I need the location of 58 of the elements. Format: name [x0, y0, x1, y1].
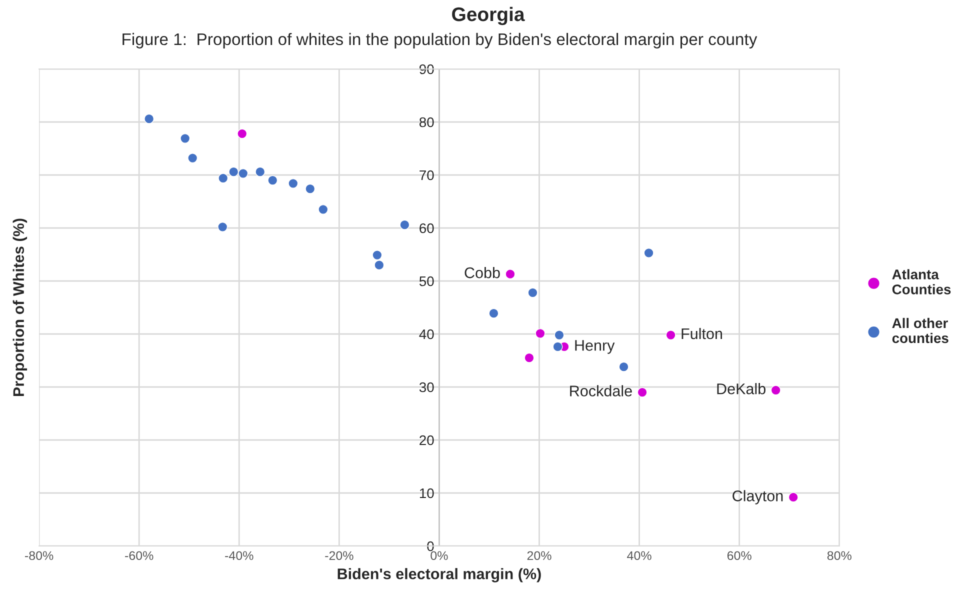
y-tick-label: 80 — [419, 117, 434, 128]
point — [228, 166, 239, 177]
x-axis-title: Biden's electoral margin (%) — [338, 568, 541, 582]
x-tick-label: 0% — [430, 551, 448, 560]
point — [144, 114, 154, 124]
point — [400, 220, 410, 230]
point — [188, 153, 198, 164]
point — [374, 260, 384, 270]
point — [637, 387, 648, 398]
point — [218, 222, 228, 232]
point — [288, 178, 298, 188]
x-tick-label: 60% — [727, 551, 752, 560]
x-tick-label: -40% — [225, 551, 254, 560]
x-tick-label: -20% — [325, 551, 354, 560]
annotation: Clayton — [732, 490, 783, 504]
point — [180, 133, 190, 144]
x-tick-label: 20% — [527, 551, 552, 560]
annotation: Rockdale — [570, 385, 632, 396]
point — [554, 330, 564, 340]
point — [552, 342, 563, 352]
x-tick-label: -80% — [25, 551, 54, 560]
y-tick-label: 30 — [419, 382, 434, 392]
y-tick-label: 70 — [420, 170, 434, 180]
point — [218, 173, 228, 184]
point — [524, 352, 534, 363]
y-axis-title: Proportion of Whites (%) — [12, 218, 28, 396]
point — [788, 492, 798, 502]
x-tick-label: -60% — [125, 551, 154, 560]
point — [237, 128, 248, 139]
point — [238, 168, 248, 178]
chart-subtitle: Figure 1: Proportion of whites in the population by Biden's electoral margin per county — [122, 32, 758, 48]
point — [528, 288, 538, 298]
point — [318, 204, 328, 214]
x-tick-label: 80% — [827, 551, 852, 560]
y-tick-label: 50 — [419, 276, 434, 286]
point — [255, 166, 266, 177]
legend-label: All other counties — [892, 318, 948, 344]
legend-label: Atlanta Counties — [892, 269, 951, 294]
point — [505, 269, 516, 280]
point — [372, 250, 382, 260]
chart-title: Georgia — [452, 6, 525, 26]
point — [535, 328, 546, 338]
annotation: Fulton — [682, 328, 722, 340]
point — [666, 330, 676, 340]
annotation: Cobb — [464, 266, 500, 278]
y-tick-label: 20 — [420, 435, 434, 446]
point — [618, 362, 629, 372]
point — [644, 248, 654, 258]
point — [305, 184, 316, 194]
annotation: Henry — [575, 340, 615, 354]
point — [770, 385, 781, 396]
point — [488, 308, 499, 318]
point — [268, 175, 278, 186]
y-tick-label: 40 — [419, 329, 434, 340]
annotation: DeKalb — [717, 383, 766, 394]
x-tick-label: 40% — [627, 551, 652, 560]
y-tick-label: 60 — [420, 223, 434, 234]
y-tick-label: 10 — [420, 488, 434, 498]
